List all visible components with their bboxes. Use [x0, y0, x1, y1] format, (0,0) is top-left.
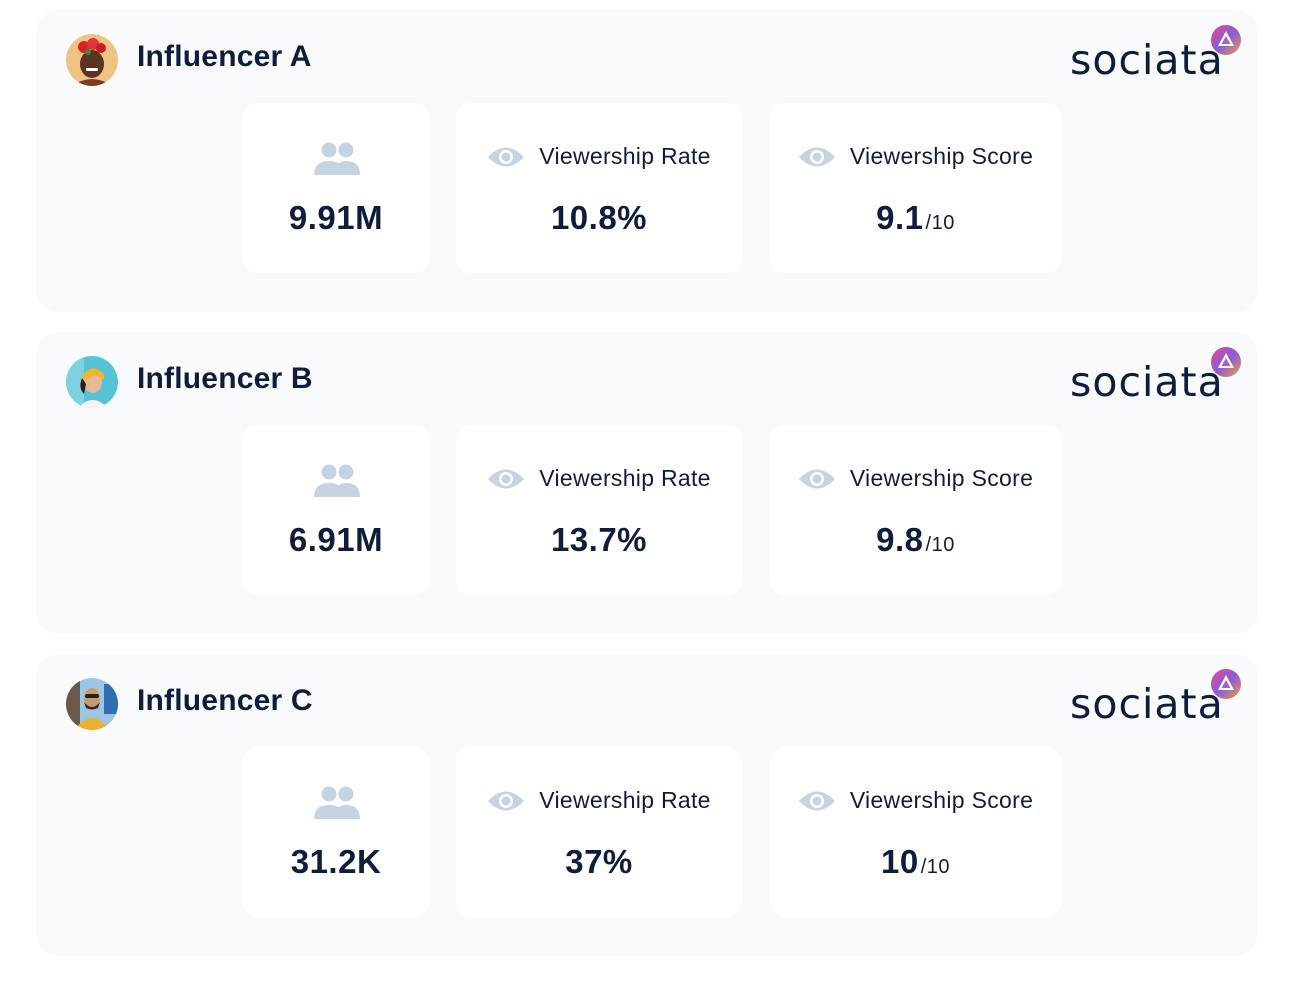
viewership-rate-value: 37%	[565, 843, 633, 880]
brand-logo: sociata	[1070, 668, 1242, 728]
avatar-image	[66, 34, 118, 86]
people-icon	[314, 142, 360, 175]
avatar[interactable]	[66, 34, 118, 86]
eye-icon	[798, 147, 835, 166]
sociata-logo-icon	[1211, 347, 1241, 377]
viewership-rate-stat: Viewership Rate 37%	[456, 747, 742, 917]
viewership-rate-label: Viewership Rate	[539, 465, 711, 491]
avatar-image	[66, 356, 118, 408]
influencer-name: Influencer B	[137, 362, 313, 395]
people-icon	[314, 786, 360, 819]
eye-icon	[798, 791, 835, 810]
avatar[interactable]	[66, 678, 118, 730]
eye-icon	[488, 791, 525, 810]
viewership-score-label: Viewership Score	[849, 787, 1034, 813]
eye-icon	[488, 147, 525, 166]
avatar[interactable]	[66, 356, 118, 408]
score-denominator: /10	[920, 856, 951, 878]
viewership-rate-stat: Viewership Rate 10.8%	[456, 103, 742, 273]
influencer-card-c: Influencer C sociata 31.2K	[36, 654, 1258, 956]
brand-logo: sociata	[1070, 24, 1242, 84]
viewership-score-stat: Viewership Score 10/10	[770, 747, 1061, 917]
viewership-score-label: Viewership Score	[849, 143, 1034, 169]
viewership-score-value: 10/10	[770, 843, 1061, 881]
viewership-rate-label: Viewership Rate	[539, 787, 711, 813]
viewership-score-stat: Viewership Score 9.8/10	[770, 425, 1061, 595]
people-icon	[314, 464, 360, 497]
influencer-card-a: Influencer A sociata 9.91M	[36, 10, 1258, 312]
eye-icon	[488, 469, 525, 488]
followers-value: 6.91M	[288, 521, 384, 558]
viewership-score-label: Viewership Score	[849, 465, 1034, 491]
brand-name: sociata	[1070, 358, 1224, 406]
avatar-image	[66, 678, 118, 730]
influencer-name: Influencer C	[137, 684, 313, 717]
viewership-rate-stat: Viewership Rate 13.7%	[456, 425, 742, 595]
score-denominator: /10	[925, 212, 955, 234]
brand-name: sociata	[1070, 36, 1224, 84]
sociata-logo-icon	[1211, 25, 1241, 55]
viewership-rate-value: 13.7%	[550, 521, 648, 558]
followers-stat: 9.91M	[243, 103, 429, 273]
viewership-rate-value: 10.8%	[550, 199, 648, 236]
brand-name: sociata	[1070, 680, 1224, 728]
viewership-score-value: 9.1/10	[770, 199, 1061, 237]
score-denominator: /10	[925, 534, 955, 556]
viewership-score-value: 9.8/10	[770, 521, 1061, 559]
brand-logo: sociata	[1070, 346, 1242, 406]
followers-stat: 6.91M	[243, 425, 429, 595]
followers-stat: 31.2K	[243, 747, 429, 917]
influencer-name: Influencer A	[137, 40, 312, 73]
score-number: 9.1	[876, 199, 924, 236]
sociata-logo-icon	[1211, 669, 1241, 699]
followers-value: 9.91M	[288, 199, 384, 236]
viewership-score-stat: Viewership Score 9.1/10	[770, 103, 1061, 273]
influencer-card-b: Influencer B sociata 6.91M	[36, 332, 1258, 634]
viewership-rate-label: Viewership Rate	[539, 143, 711, 169]
eye-icon	[798, 469, 835, 488]
followers-value: 31.2K	[290, 843, 382, 880]
score-number: 10	[880, 843, 919, 880]
score-number: 9.8	[876, 521, 924, 558]
